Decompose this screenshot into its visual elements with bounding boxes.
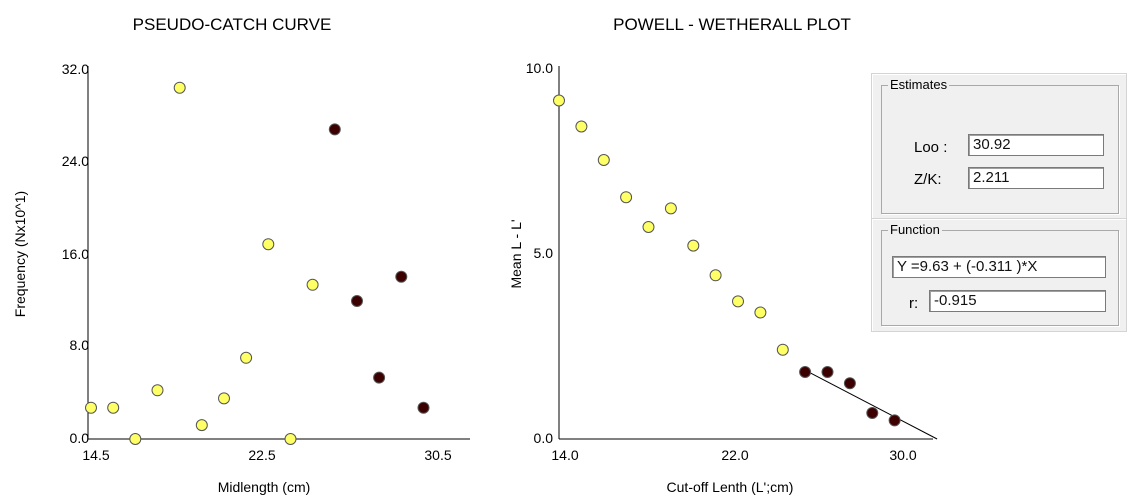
chart1-series0-point-4 — [173, 81, 186, 94]
function-panel: Function Y =9.63 + (-0.311 )*X r: -0.915 — [872, 219, 1126, 331]
chart1-series0-point-6 — [218, 392, 230, 405]
chart2-ytick-2: 10.0 — [526, 60, 553, 76]
chart1-series1-point-4 — [417, 401, 430, 414]
chart1-series0-point-10 — [306, 278, 319, 291]
chart1-xtick-2: 30.5 — [424, 447, 451, 463]
chart1-series1-point-1 — [351, 295, 363, 307]
chart2-xtick-1: 22.0 — [721, 447, 748, 463]
estimates-title: Estimates — [888, 77, 950, 92]
function-groupbox: Function — [881, 222, 1119, 326]
chart1-series0-point-9 — [284, 433, 297, 445]
chart2-series1-point-1 — [821, 366, 834, 378]
chart2-series1-point-3 — [866, 407, 879, 419]
chart2-points — [553, 94, 901, 427]
chart2-series0-point-3 — [620, 191, 633, 204]
chart2-series0-point-1 — [575, 120, 588, 133]
chart2-series0-point-0 — [553, 94, 565, 107]
chart2-series0-point-5 — [664, 202, 677, 215]
chart1-ytick-1: 8.0 — [70, 337, 90, 353]
chart2-series0-point-9 — [754, 306, 767, 319]
estimates-panel: Estimates Loo : 30.92 Z/K: 2.211 — [872, 74, 1126, 219]
chart1-series1-point-0 — [328, 123, 341, 136]
loo-field[interactable]: 30.92 — [968, 134, 1104, 156]
pseudo-catch-curve-chart: PSEUDO-CATCH CURVE 0.0 8.0 16.0 24.0 32.… — [12, 15, 470, 495]
chart1-ytick-2: 16.0 — [62, 246, 89, 262]
chart2-xtick-2: 30.0 — [889, 447, 916, 463]
chart2-series0-point-6 — [687, 239, 700, 252]
chart2-ytick-1: 5.0 — [534, 245, 554, 261]
chart1-series0-point-8 — [262, 238, 275, 251]
r-label: r: — [909, 295, 919, 312]
powell-wetherall-chart: POWELL - WETHERALL PLOT 0.0 5.0 10.0 14.… — [508, 15, 938, 495]
estimates-groupbox: Estimates — [881, 77, 1119, 214]
chart1-series0-point-0 — [85, 401, 97, 414]
chart1-series0-point-1 — [107, 401, 120, 414]
chart2-x-axis-label: Cut-off Lenth (L';cm) — [667, 479, 794, 495]
chart1-series0-point-5 — [195, 419, 208, 432]
function-title: Function — [888, 222, 942, 237]
chart1-ytick-3: 24.0 — [62, 153, 89, 169]
chart1-series1-point-2 — [373, 371, 386, 384]
chart1-ytick-0: 0.0 — [70, 430, 90, 446]
chart1-xtick-0: 14.5 — [82, 447, 109, 463]
chart2-series0-point-2 — [597, 154, 610, 166]
chart2-series0-point-4 — [642, 221, 655, 233]
chart2-series0-point-7 — [709, 269, 722, 282]
chart1-series1-point-3 — [395, 270, 408, 283]
chart1-series0-point-7 — [240, 351, 253, 364]
zk-field[interactable]: 2.211 — [968, 167, 1104, 189]
chart1-y-axis-label: Frequency (Nx10^1) — [12, 191, 28, 317]
chart1-xtick-1: 22.5 — [248, 447, 275, 463]
chart2-xtick-0: 14.0 — [551, 447, 578, 463]
chart2-series1-point-2 — [843, 377, 856, 390]
chart1-x-axis-label: Midlength (cm) — [218, 479, 311, 495]
r-field[interactable]: -0.915 — [929, 290, 1106, 312]
loo-label: Loo : — [914, 139, 948, 156]
chart2-series0-point-10 — [776, 343, 789, 356]
chart2-series0-point-8 — [732, 295, 744, 308]
chart2-ytick-0: 0.0 — [534, 430, 554, 446]
chart1-series0-point-2 — [129, 433, 142, 445]
chart2-title: POWELL - WETHERALL PLOT — [613, 15, 851, 34]
chart1-series0-point-3 — [151, 384, 164, 397]
chart1-points — [85, 81, 430, 445]
chart2-regression-line — [804, 369, 938, 440]
zk-label: Z/K: — [914, 171, 942, 188]
chart2-series1-point-0 — [799, 366, 812, 378]
chart1-ytick-4: 32.0 — [62, 61, 89, 77]
chart2-series1-point-4 — [888, 414, 901, 427]
chart2-y-axis-label: Mean L - L' — [508, 219, 524, 288]
chart1-title: PSEUDO-CATCH CURVE — [133, 15, 332, 34]
function-equation-field[interactable]: Y =9.63 + (-0.311 )*X — [892, 256, 1106, 278]
